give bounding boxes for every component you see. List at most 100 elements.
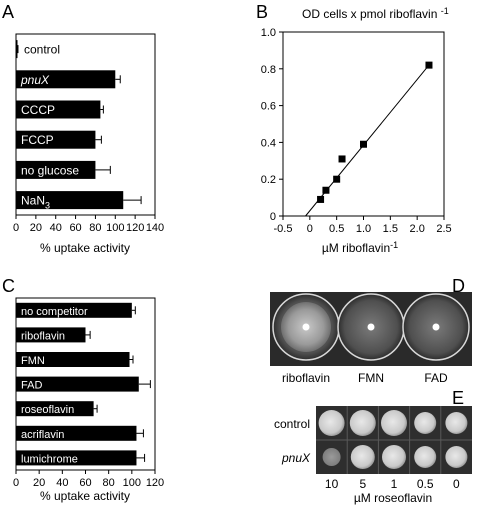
data-point [333,175,341,183]
x-tick-label: -0.5 [274,223,293,235]
concentration-label: 0 [453,477,460,491]
panel-b-xlabel: µM riboflavin-1 [322,240,398,255]
bar-label-no-competitor: no competitor [21,306,88,318]
data-point [425,61,433,69]
spot-control-1 [381,410,407,436]
data-point [322,186,330,194]
plot-frame [282,31,445,217]
panel-letter-b: B [256,2,268,22]
x-tick-label: 1.5 [383,223,398,235]
panel-b-scatter-chart: OD cells x pmol riboflavin -1 µM ribofla… [261,6,452,255]
concentration-label: 5 [359,477,366,491]
spot-control-10 [318,410,345,436]
x-tick-label: 60 [79,477,91,489]
bar-roseoflavin [16,401,94,417]
bar-lumichrome [16,450,137,466]
data-point [338,155,346,163]
y-tick-label: 0.4 [261,137,276,149]
bar-control [16,40,18,59]
x-tick-label: 2.5 [436,223,451,235]
row-label-pnux: pnuX [281,451,311,465]
x-tick-label: 2.0 [410,223,425,235]
plate-label-riboflavin: riboflavin [282,371,330,385]
bar-fmn [16,352,130,367]
x-tick-label: 100 [123,477,141,489]
plate-label-fmn: FMN [358,371,384,385]
bar-acriflavin [16,425,137,441]
panel-a-bar-chart: % uptake activity control pnuX CCCP FCCP no … [13,33,164,255]
bar-fad [16,376,139,392]
x-tick-label: 20 [30,222,42,234]
x-tick-label: 100 [106,222,124,234]
bar-label-nan3: NaN3 [21,194,50,211]
panel-c-bar-chart: % uptake activity no competitor riboflavi… [13,297,164,503]
x-tick-label: 80 [103,477,115,489]
plate-fmn [337,293,405,361]
panel-c-xlabel: % uptake activity [40,489,130,503]
panel-e-xlabel: µM roseoflavin [354,491,432,505]
x-tick-label: 0 [307,223,313,235]
plate-fad [402,293,470,361]
spot-control-0-5 [414,412,437,434]
y-tick-label: 0.8 [261,64,276,76]
bar-riboflavin [16,327,86,343]
bar-no-competitor [16,302,132,318]
panel-a-xlabel: % uptake activity [40,241,130,255]
x-tick-label: 120 [146,477,164,489]
bar-fccp [16,130,96,149]
panel-b-title: OD cells x pmol riboflavin -1 [302,6,449,21]
concentration-label: 0.5 [417,477,434,491]
spot-pnux-5 [350,445,375,469]
bar-label-pnux: pnuX [20,73,50,87]
spot-pnux-1 [382,445,406,469]
y-tick-label: 0.6 [261,101,276,113]
bar-label-lumichrome: lumichrome [21,453,78,465]
concentration-label: 10 [325,477,339,491]
bar-label-control: control [24,43,60,57]
bar-no-glucose [16,160,96,179]
row-label-control: control [274,417,310,431]
x-tick-label: 120 [126,222,144,234]
x-tick-label: 140 [146,222,164,234]
bar-label-acriflavin: acriflavin [21,429,64,441]
bar-label-roseoflavin: roseoflavin [21,404,74,416]
plate-riboflavin [272,293,340,361]
bar-label-no-glucose: no glucose [21,163,79,177]
bar-label-cccp: CCCP [21,103,55,117]
plot-frame [15,33,156,216]
x-tick-label: 0 [13,222,19,234]
panel-letter-c: C [2,276,15,296]
concentration-label: 1 [391,477,398,491]
y-tick-label: 1.0 [261,27,276,39]
x-tick-label: 1.0 [356,223,371,235]
x-tick-label: 40 [56,477,68,489]
panel-d-plates: riboflavin FMN FAD [270,292,472,385]
plate-label-fad: FAD [424,371,448,385]
panel-letter-d: D [452,276,465,296]
bar-label-riboflavin: riboflavin [21,330,65,342]
x-tick-label: 0 [13,477,19,489]
y-tick-label: 0.2 [261,174,276,186]
panel-letter-e: E [452,388,464,408]
bar-pnux [16,70,116,89]
data-point [360,140,367,148]
bar-cccp [16,100,101,119]
spot-pnux-0-5 [414,446,437,468]
bar-label-fmn: FMN [21,355,45,367]
y-tick-label: 0 [270,211,276,223]
spot-pnux-0 [445,446,468,468]
bar-nan3 [16,191,124,210]
x-tick-label: 20 [33,477,45,489]
x-tick-label: 0.5 [329,223,344,235]
spot-control-5 [349,410,376,436]
panel-e-spot-assay: 10 5 1 0.5 0 control pnuX µM roseoflavin [274,406,472,505]
x-tick-label: 80 [89,222,101,234]
bar-label-fccp: FCCP [21,133,54,147]
data-point [317,195,325,203]
x-tick-label: 40 [50,222,62,234]
spot-control-0 [445,412,468,434]
spot-pnux-10 [322,448,341,466]
panel-letter-a: A [2,2,14,22]
x-tick-label: 60 [69,222,81,234]
